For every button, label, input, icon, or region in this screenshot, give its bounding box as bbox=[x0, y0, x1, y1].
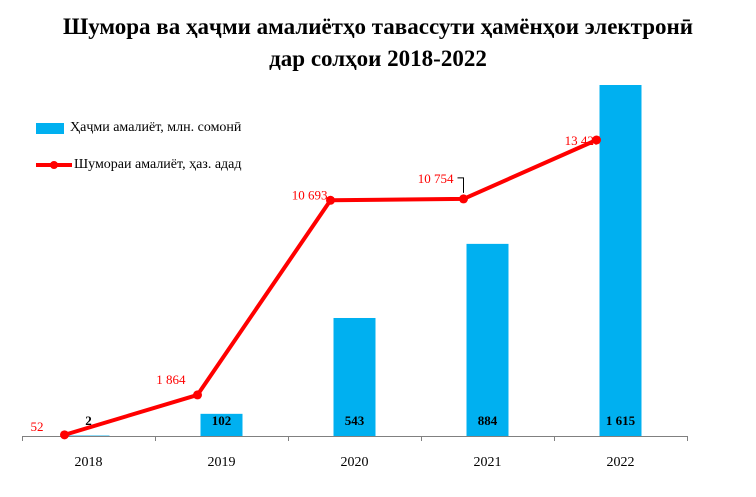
line-point-2019 bbox=[193, 390, 202, 400]
x-tick-label-2018: 2018 bbox=[75, 455, 103, 470]
bar-value-label-2018: 2 bbox=[85, 413, 92, 428]
legend-item-volume: Ҳаҷми амалиёт, млн. сомонӣ bbox=[36, 120, 241, 136]
line-point-2020 bbox=[326, 195, 335, 205]
legend-line-swatch bbox=[36, 159, 72, 171]
x-tick-label-2022: 2022 bbox=[607, 455, 635, 470]
legend-label-volume: Ҳаҷми амалиёт, млн. сомонӣ bbox=[70, 120, 242, 135]
chart-subtitle: дар солҳои 2018-2022 bbox=[269, 46, 487, 71]
x-tick-label-2020: 2020 bbox=[341, 455, 369, 470]
bar-2020 bbox=[333, 317, 376, 436]
bar-value-label-2022: 1 615 bbox=[606, 413, 636, 428]
line-value-label-2021: 10 754 bbox=[418, 171, 454, 186]
line-point-2021 bbox=[459, 194, 468, 204]
bar-value-label-2021: 884 bbox=[478, 413, 498, 428]
line-value-label-2019: 1 864 bbox=[156, 372, 186, 387]
bar-2021 bbox=[466, 243, 509, 436]
line-value-label-2022: 13 427 bbox=[565, 133, 601, 148]
leader-line-2021 bbox=[457, 177, 464, 193]
x-tick-label-2021: 2021 bbox=[474, 455, 502, 470]
line-value-label-2020: 10 693 bbox=[292, 187, 328, 202]
bar-2022 bbox=[599, 85, 642, 436]
legend-label-count: Шумораи амалиёт, ҳаз. адад bbox=[74, 157, 242, 172]
chart-title: Шумора ва ҳаҷми амалиётҳо тавассути ҳамё… bbox=[62, 14, 694, 39]
bar-value-label-2020: 543 bbox=[345, 413, 365, 428]
line-point-2018 bbox=[60, 430, 69, 440]
bar-value-label-2019: 102 bbox=[212, 413, 232, 428]
line-value-label-2018: 52 bbox=[31, 419, 44, 434]
bar-2019 bbox=[200, 413, 243, 436]
line-point-2022 bbox=[592, 135, 601, 145]
legend-item-count: Шумораи амалиёт, ҳаз. адад bbox=[36, 157, 242, 173]
x-tick-label-2019: 2019 bbox=[208, 455, 236, 470]
line-series-count bbox=[63, 138, 598, 437]
legend-bar-swatch bbox=[36, 122, 64, 134]
